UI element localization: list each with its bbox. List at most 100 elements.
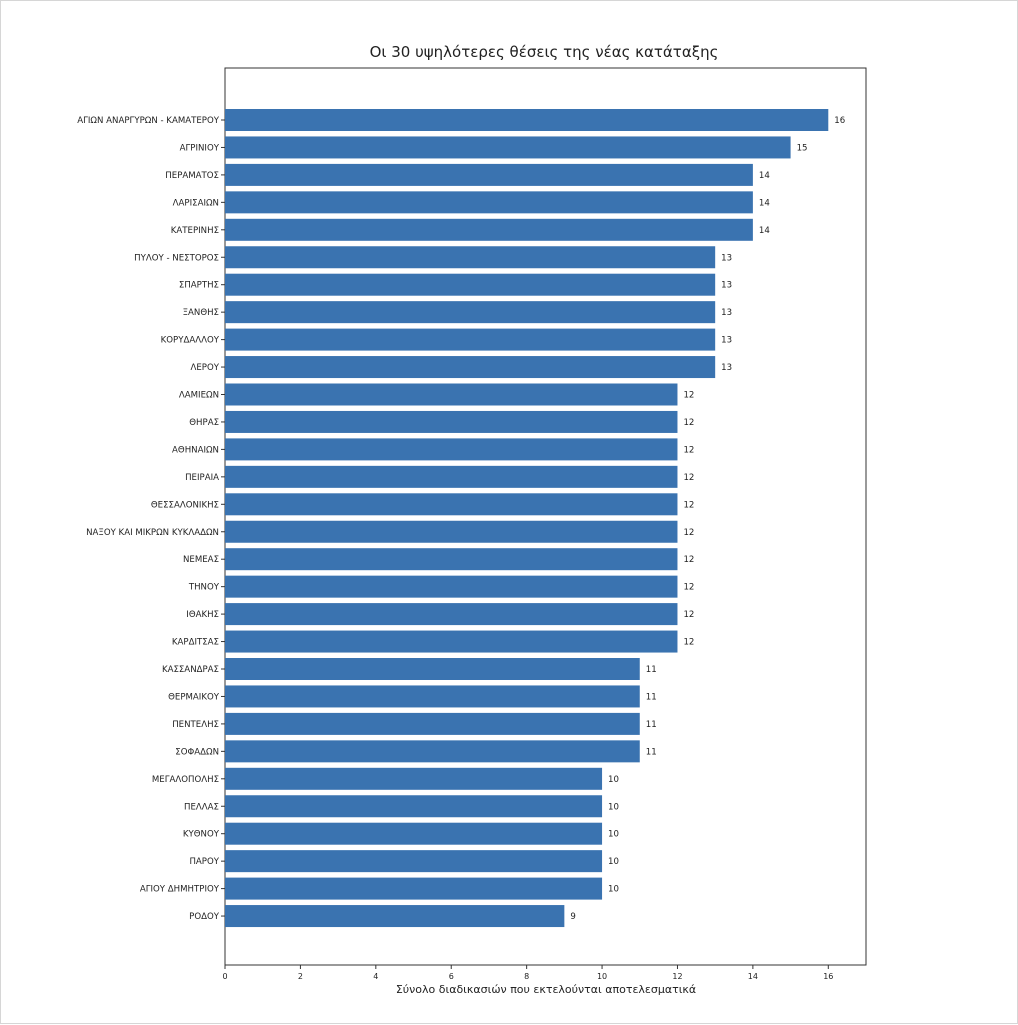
x-axis: 0 2 4 6 8 10 12 14 16 (222, 965, 833, 981)
value-label: 12 (683, 445, 694, 455)
value-label: 12 (683, 638, 694, 648)
category-label: ΑΘΗΝΑΙΩΝ (172, 445, 219, 455)
value-label: 12 (683, 500, 694, 510)
bar (225, 905, 565, 928)
category-label: ΠΕΙΡΑΙΑ (185, 473, 219, 483)
x-tick-label: 12 (672, 972, 682, 981)
value-label: 11 (646, 720, 657, 730)
value-label: 10 (608, 775, 619, 785)
category-label: ΑΓΙΩΝ ΑΝΑΡΓΥΡΩΝ - ΚΑΜΑΤΕΡΟΥ (77, 116, 220, 126)
bar (225, 685, 640, 708)
category-label: ΝΕΜΕΑΣ (183, 555, 219, 565)
value-label: 11 (646, 747, 657, 757)
category-label: ΚΟΡΥΔΑΛΛΟΥ (161, 336, 220, 346)
x-tick-label: 6 (449, 972, 454, 981)
value-label: 12 (683, 555, 694, 565)
category-label: ΤΗΝΟΥ (188, 583, 220, 593)
value-label: 13 (721, 363, 732, 373)
bar (225, 356, 716, 379)
category-label: ΠΥΛΟΥ - ΝΕΣΤΟΡΟΣ (134, 253, 219, 263)
category-label: ΘΕΡΜΑΙΚΟΥ (168, 692, 220, 702)
value-label: 14 (759, 171, 770, 181)
bar (225, 246, 716, 269)
bar (225, 603, 678, 626)
bar (225, 575, 678, 598)
category-label: ΠΕΡΑΜΑΤΟΣ (165, 171, 219, 181)
value-label: 11 (646, 692, 657, 702)
bar (225, 850, 603, 873)
x-tick-label: 4 (373, 972, 378, 981)
value-label: 10 (608, 830, 619, 840)
bar (225, 328, 716, 351)
bar (225, 548, 678, 571)
category-label: ΞΑΝΘΗΣ (183, 308, 219, 318)
bar (225, 465, 678, 488)
x-tick-label: 14 (748, 972, 758, 981)
bar (225, 712, 640, 735)
category-label: ΛΑΜΙΕΩΝ (179, 391, 219, 401)
bar (225, 218, 753, 241)
category-label: ΛΕΡΟΥ (190, 363, 219, 373)
category-label: ΜΕΓΑΛΟΠΟΛΗΣ (152, 775, 219, 785)
bar (225, 767, 603, 790)
category-label: ΣΠΑΡΤΗΣ (179, 281, 219, 291)
bars-group (225, 109, 829, 928)
bar (225, 822, 603, 845)
value-label: 12 (683, 610, 694, 620)
bar (225, 493, 678, 516)
bar (225, 191, 753, 214)
category-label: ΑΓΡΙΝΙΟΥ (180, 143, 220, 153)
value-label: 10 (608, 857, 619, 867)
value-label: 12 (683, 418, 694, 428)
category-label: ΚΑΤΕΡΙΝΗΣ (171, 226, 219, 236)
x-axis-label: Σύνολο διαδικασιών που εκτελούνται αποτε… (396, 983, 696, 996)
bar (225, 658, 640, 680)
category-label: ΡΟΔΟΥ (189, 912, 220, 922)
bar (225, 109, 829, 131)
x-tick-label: 0 (222, 972, 227, 981)
value-label: 15 (797, 143, 808, 153)
plot-frame (224, 67, 867, 966)
bar (225, 383, 678, 406)
x-tick-label: 16 (823, 972, 833, 981)
category-label: ΠΑΡΟΥ (189, 857, 219, 867)
category-label: ΑΓΙΟΥ ΔΗΜΗΤΡΙΟΥ (140, 885, 220, 895)
category-label: ΣΟΦΑΔΩΝ (175, 747, 219, 757)
value-label: 12 (683, 583, 694, 593)
category-label: ΚΥΘΝΟΥ (183, 830, 220, 840)
category-label: ΠΕΛΛΑΣ (184, 802, 219, 812)
category-label: ΘΗΡΑΣ (189, 418, 219, 428)
category-label: ΠΕΝΤΕΛΗΣ (172, 720, 219, 730)
chart-title: Οι 30 υψηλότερες θέσεις της νέας κατάταξ… (370, 43, 719, 61)
bar (225, 630, 678, 653)
value-label: 12 (683, 473, 694, 483)
value-label: 9 (570, 912, 575, 922)
bar (225, 795, 603, 818)
value-label: 14 (759, 198, 770, 208)
value-label: 11 (646, 665, 657, 675)
x-tick-label: 2 (298, 972, 303, 981)
category-labels-group: ΑΓΙΩΝ ΑΝΑΡΓΥΡΩΝ - ΚΑΜΑΤΕΡΟΥ ΑΓΡΙΝΙΟΥ ΠΕΡΑΜ… (77, 116, 225, 922)
bar (225, 740, 640, 763)
bar (225, 301, 716, 324)
value-label: 10 (608, 802, 619, 812)
bar (225, 410, 678, 433)
bar (225, 520, 678, 543)
bar (225, 136, 791, 159)
value-label: 13 (721, 281, 732, 291)
value-label: 14 (759, 226, 770, 236)
value-labels-group: 16 15 14 14 14 13 13 13 13 13 12 12 12 12 12 12 12 12 12 12… (570, 116, 845, 922)
value-label: 13 (721, 336, 732, 346)
bar (225, 273, 716, 296)
value-label: 13 (721, 253, 732, 263)
bar (225, 438, 678, 461)
bar (225, 877, 603, 900)
x-tick-label: 10 (597, 972, 607, 981)
category-label: ΚΑΡΔΙΤΣΑΣ (172, 638, 219, 648)
value-label: 12 (683, 391, 694, 401)
value-label: 12 (683, 528, 694, 538)
category-label: ΚΑΣΣΑΝΔΡΑΣ (162, 665, 219, 675)
value-label: 10 (608, 885, 619, 895)
value-label: 13 (721, 308, 732, 318)
